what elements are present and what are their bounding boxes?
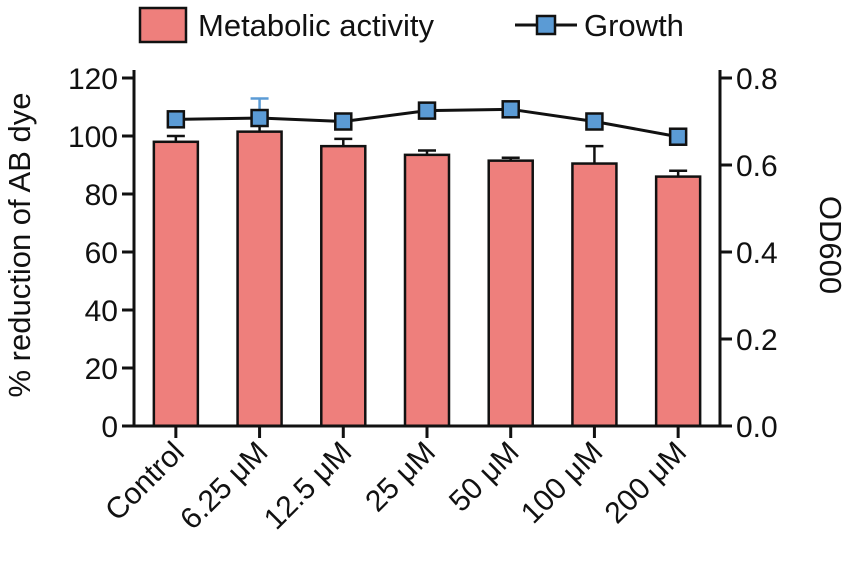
growth-point: [668, 127, 688, 146]
legend-swatch-metabolic-activity: [138, 6, 188, 44]
bar: [236, 130, 283, 428]
x-tick-label: 50 μM: [443, 436, 526, 519]
growth-point: [250, 108, 269, 128]
bar: [403, 153, 451, 428]
legend-label-growth: Growth: [584, 8, 684, 43]
bar: [320, 144, 367, 428]
y-tick-label-right: 0.6: [736, 150, 778, 183]
x-tick-label: 6.25 μM: [174, 436, 274, 536]
legend: Metabolic activity Growth: [138, 6, 684, 44]
y-tick-label-left: 40: [85, 295, 118, 328]
y-tick-label-left: 60: [85, 237, 118, 270]
plot-area: 0204060801001200.00.20.40.60.8Control6.2…: [68, 63, 778, 536]
bar: [654, 175, 702, 428]
y-axis-right-title: OD600: [813, 196, 848, 294]
y-tick-label-left: 120: [68, 63, 118, 96]
growth-point: [501, 100, 520, 119]
legend-swatch-growth-marker: [535, 14, 557, 36]
growth-point: [585, 112, 604, 131]
y-tick-label-right: 0.2: [736, 324, 778, 357]
growth-point: [417, 101, 437, 120]
bar: [571, 162, 618, 428]
y-tick-label-left: 0: [101, 411, 118, 444]
y-tick-label-right: 0.0: [736, 411, 778, 444]
y-tick-label-right: 0.8: [736, 63, 778, 96]
x-tick-label: 100 μM: [515, 436, 610, 531]
bar: [487, 159, 534, 428]
y-tick-label-left: 80: [85, 179, 118, 212]
x-tick-label: 12.5 μM: [258, 436, 358, 536]
x-tick-label: 25 μM: [359, 436, 442, 519]
y-tick-label-left: 20: [85, 353, 118, 386]
legend-label-metabolic-activity: Metabolic activity: [198, 8, 435, 43]
bar: [152, 140, 200, 428]
x-tick-label: 200 μM: [599, 436, 694, 531]
y-tick-label-right: 0.4: [736, 237, 778, 270]
y-axis-left-title: % reduction of AB dye: [2, 92, 37, 397]
y-tick-label-left: 100: [68, 121, 118, 154]
growth-point: [166, 110, 186, 129]
growth-point: [334, 112, 353, 131]
